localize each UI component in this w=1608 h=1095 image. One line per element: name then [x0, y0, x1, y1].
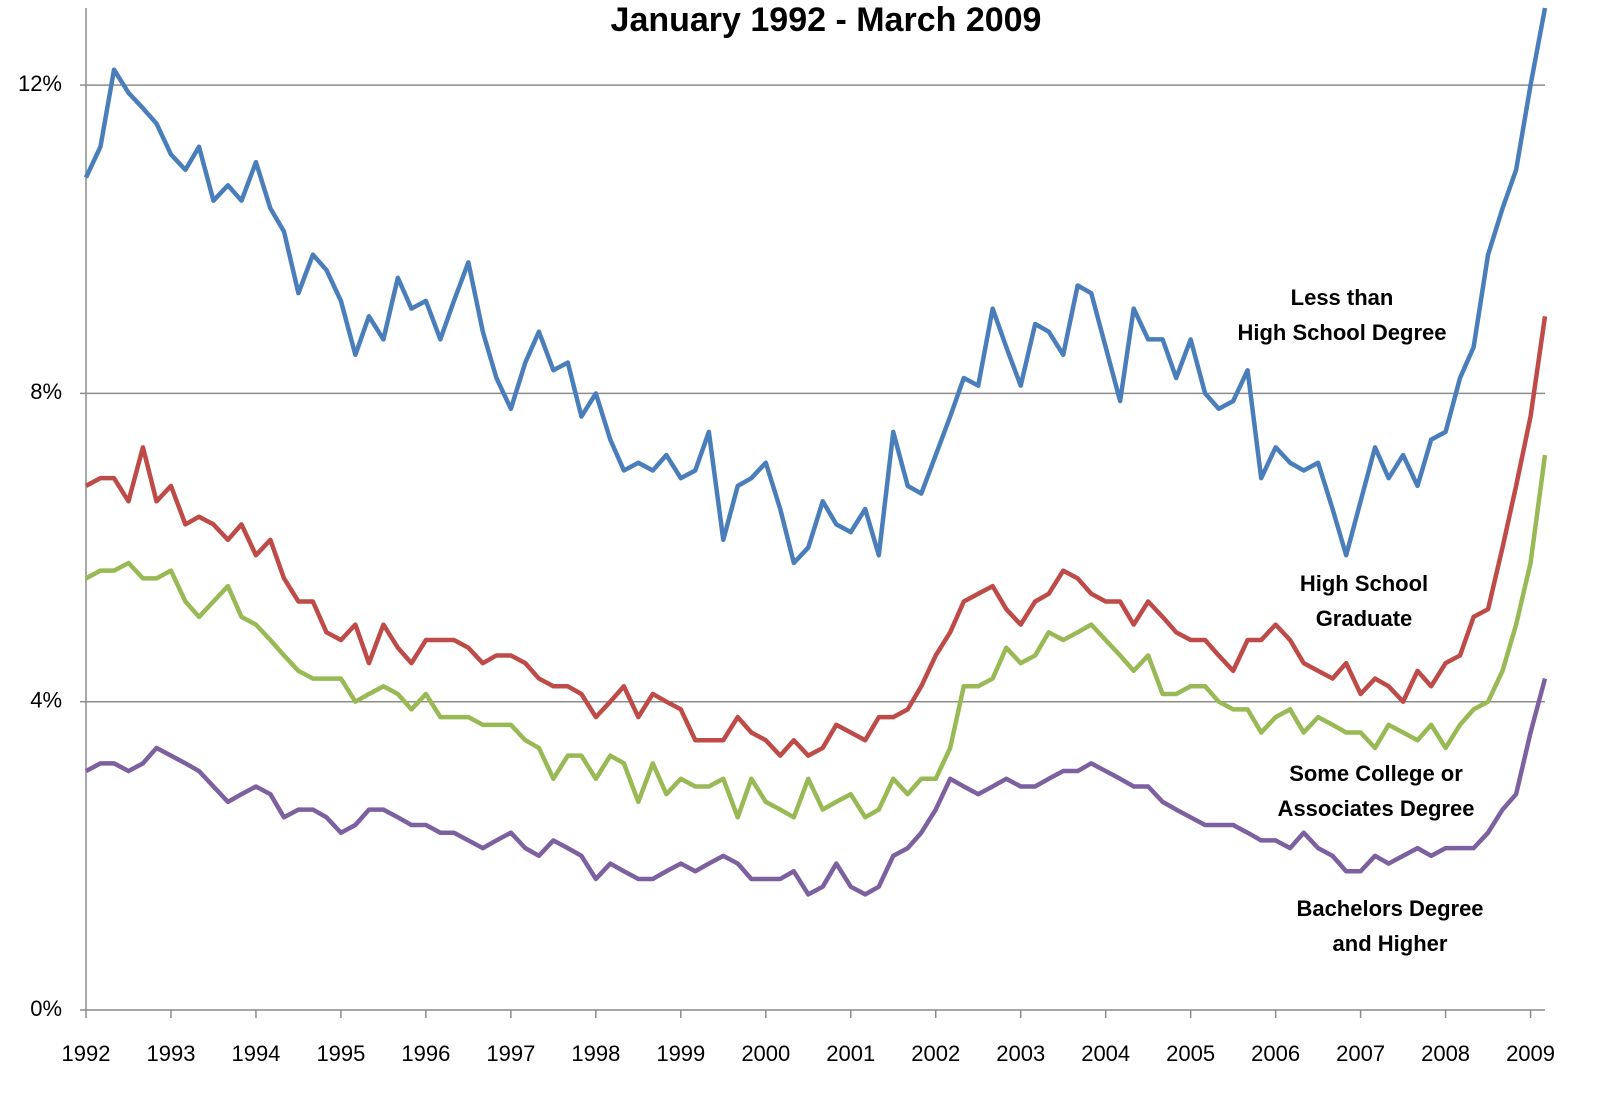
x-tick-label: 2002 — [911, 1041, 960, 1066]
x-tick-label: 1999 — [656, 1041, 705, 1066]
x-tick-label: 2000 — [741, 1041, 790, 1066]
x-tick-label: 2009 — [1506, 1041, 1555, 1066]
x-tick-label: 2003 — [996, 1041, 1045, 1066]
x-tick-label: 1995 — [316, 1041, 365, 1066]
series-line — [83, 7, 1548, 566]
series-line — [84, 454, 1548, 820]
series-line — [84, 677, 1548, 897]
x-tick-label: 1996 — [401, 1041, 450, 1066]
x-tick-label: 2008 — [1421, 1041, 1470, 1066]
series-label: Bachelors Degree and Higher — [1296, 896, 1484, 956]
chart-title: January 1992 - March 2009 — [611, 1, 1042, 39]
y-tick-label: 8% — [30, 379, 62, 404]
y-tick-label: 12% — [18, 71, 62, 96]
x-tick-label: 2007 — [1336, 1041, 1385, 1066]
y-tick-label: 0% — [30, 996, 62, 1021]
y-tick-label: 4% — [30, 688, 62, 713]
x-tick-label: 2001 — [826, 1041, 875, 1066]
x-tick-label: 1994 — [231, 1041, 280, 1066]
x-tick-label: 1992 — [62, 1041, 111, 1066]
x-tick-label: 1997 — [486, 1041, 535, 1066]
series-line — [84, 315, 1548, 758]
x-tick-label: 2004 — [1081, 1041, 1130, 1066]
series-label: Less than High School Degree — [1237, 285, 1447, 345]
x-tick-label: 2006 — [1251, 1041, 1300, 1066]
x-tick-label: 1998 — [571, 1041, 620, 1066]
x-tick-label: 1993 — [146, 1041, 195, 1066]
series-label: High School Graduate — [1299, 571, 1429, 631]
x-tick-label: 2005 — [1166, 1041, 1215, 1066]
series-label: Some College or Associates Degree — [1277, 761, 1475, 821]
